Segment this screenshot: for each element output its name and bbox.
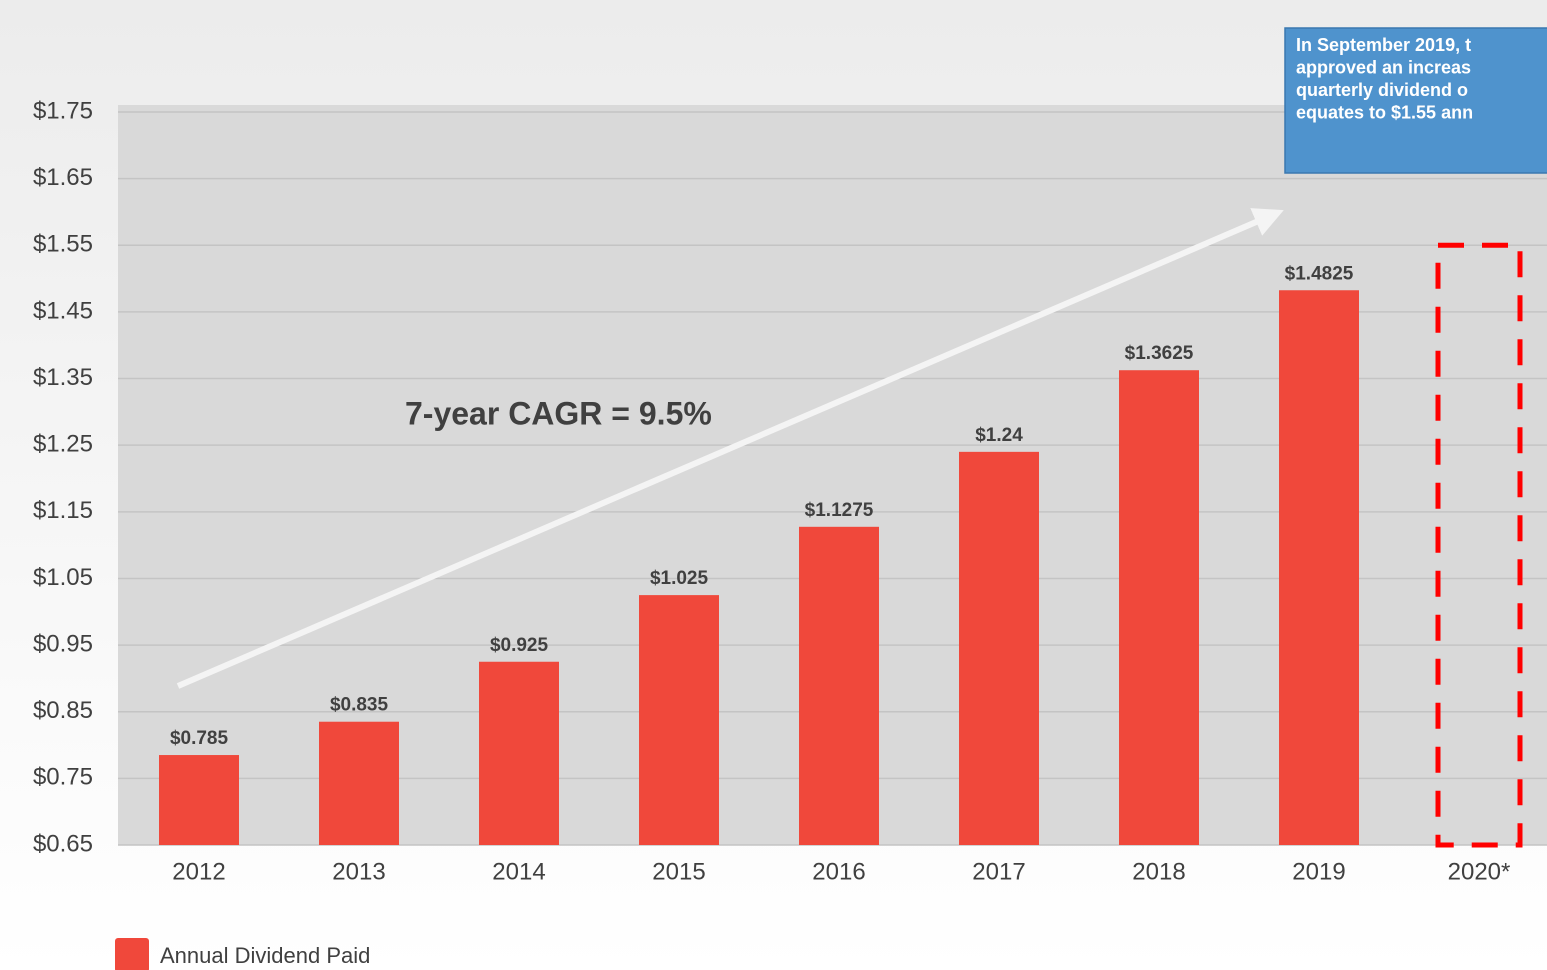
bar [639, 595, 719, 845]
x-tick-label: 2020* [1448, 858, 1511, 885]
y-tick-label: $1.35 [33, 364, 93, 391]
x-tick-label: 2014 [492, 858, 545, 885]
legend-swatch [115, 938, 149, 970]
x-tick-label: 2017 [972, 858, 1025, 885]
data-label: $1.025 [650, 568, 709, 589]
x-tick-label: 2015 [652, 858, 705, 885]
callout-text: approved an increas [1296, 57, 1471, 77]
bar [799, 526, 879, 845]
callout-text: In September 2019, t [1296, 35, 1471, 55]
data-label: $0.785 [170, 728, 229, 749]
x-tick-label: 2019 [1292, 858, 1345, 885]
y-tick-label: $1.65 [33, 164, 93, 191]
y-tick-label: $1.05 [33, 564, 93, 591]
cagr-annotation: 7-year CAGR = 9.5% [405, 395, 712, 431]
bar [1279, 290, 1359, 845]
trend-arrow [176, 208, 1284, 689]
bar [319, 721, 399, 845]
projected-outline [1435, 242, 1523, 848]
x-tick-label: 2018 [1132, 858, 1185, 885]
data-label: $1.4825 [1285, 263, 1354, 284]
y-tick-label: $1.45 [33, 297, 93, 324]
x-tick-label: 2016 [812, 858, 865, 885]
y-tick-label: $1.75 [33, 97, 93, 124]
bar [159, 755, 239, 845]
data-label: $1.1275 [805, 500, 874, 521]
x-tick-label: 2013 [332, 858, 385, 885]
data-label: $1.3625 [1125, 343, 1194, 364]
bar [959, 451, 1039, 845]
y-tick-label: $1.55 [33, 231, 93, 258]
y-tick-label: $0.95 [33, 630, 93, 657]
data-label: $0.835 [330, 695, 389, 716]
y-tick-label: $1.25 [33, 431, 93, 458]
y-tick-label: $0.85 [33, 697, 93, 724]
y-tick-label: $0.65 [33, 830, 93, 857]
callout-box [1284, 27, 1547, 174]
legend-label: Annual Dividend Paid [160, 943, 370, 968]
y-tick-label: $1.15 [33, 497, 93, 524]
data-label: $1.24 [975, 425, 1023, 446]
callout-text: quarterly dividend o [1296, 80, 1468, 100]
data-label: $0.925 [490, 635, 549, 656]
x-tick-label: 2012 [172, 858, 225, 885]
bar [1119, 370, 1199, 845]
callout-text: equates to $1.55 ann [1296, 102, 1473, 122]
bar [479, 661, 559, 845]
y-tick-label: $0.75 [33, 764, 93, 791]
